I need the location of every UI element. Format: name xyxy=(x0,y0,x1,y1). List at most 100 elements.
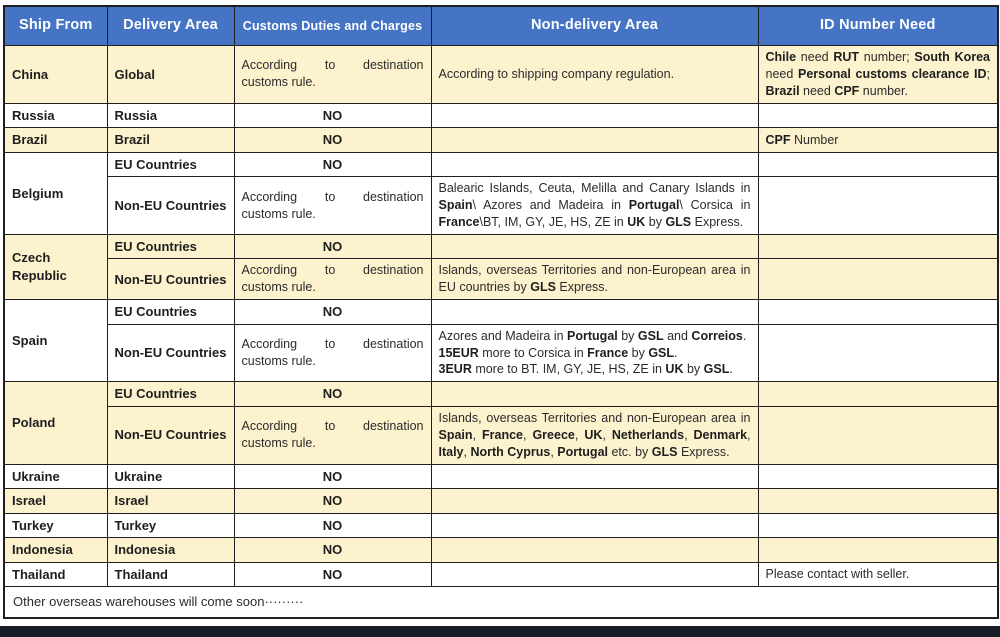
cell-ship-from: Russia xyxy=(3,102,108,129)
shipping-info-table: Ship From Delivery Area Customs Duties and… xyxy=(3,5,999,619)
table-row: Poland EU Countries NO xyxy=(3,381,999,465)
cell-delivery-area: Brazil xyxy=(106,127,235,153)
table-row: Belgium EU Countries NO xyxy=(3,151,999,235)
header-row: Ship From Delivery Area Customs Duties and… xyxy=(3,5,999,46)
cell-id-number-need xyxy=(757,102,999,129)
cell-non-delivery-area: Islands, overseas Territories and non-Eu… xyxy=(430,258,759,301)
cell-id-number-need xyxy=(757,233,999,260)
cell-non-delivery-area xyxy=(430,127,759,153)
table-row: Non-EU Countries According to destination… xyxy=(4,176,999,235)
cell-customs-duties: NO xyxy=(233,151,432,178)
header-cell-non-delivery-area: Non-delivery Area xyxy=(430,5,759,46)
cell-id-number-need xyxy=(757,405,999,465)
cell-id-number-need xyxy=(757,512,999,539)
cell-ship-from: Turkey xyxy=(3,512,108,539)
cell-non-delivery-area xyxy=(430,381,759,407)
table-row: Non-EU Countries According to destination… xyxy=(4,405,999,465)
cell-delivery-area: Non-EU Countries xyxy=(106,405,235,465)
cell-non-delivery-area xyxy=(430,561,759,588)
cell-non-delivery-area: Balearic Islands, Ceuta, Melilla and Can… xyxy=(430,176,759,235)
cell-non-delivery-area xyxy=(430,463,759,490)
cell-non-delivery-area: Islands, overseas Territories and non-Eu… xyxy=(430,405,759,465)
table-row: Non-EU Countries According to destination… xyxy=(4,323,999,383)
table-row: Thailand Thailand NO Please contact with se… xyxy=(3,561,999,588)
cell-ship-from: Belgium xyxy=(3,151,108,235)
cell-customs-duties: NO xyxy=(233,488,432,514)
cell-customs-duties: NO xyxy=(233,233,432,260)
table-row: China Global According to destination cust… xyxy=(3,45,999,104)
cell-delivery-area: Non-EU Countries xyxy=(106,323,235,383)
shipping-table-wrap: Ship From Delivery Area Customs Duties and… xyxy=(3,5,999,619)
cell-customs-duties: According to destination customs rule. xyxy=(233,323,432,383)
cell-id-number-need xyxy=(757,299,999,325)
cell-customs-duties: NO xyxy=(233,127,432,153)
cell-delivery-area: Ukraine xyxy=(106,463,235,490)
cell-id-number-need xyxy=(757,258,999,301)
cell-ship-from: China xyxy=(3,45,108,104)
cell-id-number-need xyxy=(757,323,999,383)
cell-delivery-area: Non-EU Countries xyxy=(106,258,235,301)
table-row: Turkey Turkey NO xyxy=(3,512,999,539)
table-row: Russia Russia NO xyxy=(3,102,999,129)
cell-ship-from: Brazil xyxy=(3,127,108,153)
cell-delivery-area: Global xyxy=(106,45,235,104)
cell-delivery-area: Thailand xyxy=(106,561,235,588)
bottom-bar xyxy=(0,626,1000,637)
cell-delivery-area: EU Countries xyxy=(106,299,235,325)
cell-footer: Other overseas warehouses will come soon… xyxy=(3,586,999,619)
header-cell-id-number-need: ID Number Need xyxy=(757,5,999,46)
cell-non-delivery-area xyxy=(430,512,759,539)
cell-customs-duties: NO xyxy=(233,102,432,129)
cell-id-number-need xyxy=(757,381,999,407)
header-cell-customs-duties: Customs Duties and Charges xyxy=(233,5,432,46)
cell-customs-duties: According to destination customs rule. xyxy=(233,258,432,301)
cell-delivery-area: EU Countries xyxy=(106,233,235,260)
table-row: Czech Republic EU Countries NO xyxy=(3,233,999,301)
cell-id-number-need: Chile need RUT number; South Korea need … xyxy=(757,45,999,104)
cell-non-delivery-area xyxy=(430,151,759,178)
cell-non-delivery-area xyxy=(430,233,759,260)
table-row: Israel Israel NO xyxy=(3,488,999,514)
cell-customs-duties: NO xyxy=(233,537,432,563)
cell-delivery-area: EU Countries xyxy=(106,381,235,407)
cell-customs-duties: According to destination customs rule. xyxy=(233,45,432,104)
cell-non-delivery-area xyxy=(430,537,759,563)
table-header: Ship From Delivery Area Customs Duties and… xyxy=(3,5,999,46)
cell-ship-from: Israel xyxy=(3,488,108,514)
cell-ship-from: Ukraine xyxy=(3,463,108,490)
cell-customs-duties: NO xyxy=(233,381,432,407)
cell-ship-from: Czech Republic xyxy=(3,233,108,301)
cell-delivery-area: Russia xyxy=(106,102,235,129)
table-row: Ukraine Ukraine NO xyxy=(3,463,999,490)
cell-non-delivery-area xyxy=(430,102,759,129)
cell-customs-duties: According to destination customs rule. xyxy=(233,176,432,235)
cell-id-number-need xyxy=(757,537,999,563)
cell-id-number-need xyxy=(757,463,999,490)
cell-non-delivery-area: According to shipping company regulation… xyxy=(430,45,759,104)
header-cell-ship-from: Ship From xyxy=(3,5,108,46)
table-row: Spain EU Countries NO xyxy=(3,299,999,383)
table-row: Indonesia Indonesia NO xyxy=(3,537,999,563)
cell-ship-from: Spain xyxy=(3,299,108,383)
cell-delivery-area: Israel xyxy=(106,488,235,514)
cell-customs-duties: NO xyxy=(233,299,432,325)
cell-ship-from: Thailand xyxy=(3,561,108,588)
cell-customs-duties: NO xyxy=(233,463,432,490)
cell-id-number-need xyxy=(757,151,999,178)
cell-customs-duties: NO xyxy=(233,561,432,588)
table-row: Other overseas warehouses will come soon… xyxy=(3,586,999,619)
cell-ship-from: Indonesia xyxy=(3,537,108,563)
cell-non-delivery-area xyxy=(430,488,759,514)
table-row: Non-EU Countries According to destination… xyxy=(4,258,999,301)
cell-id-number-need: CPF Number xyxy=(757,127,999,153)
table-body: China Global According to destination cust… xyxy=(3,45,999,619)
cell-id-number-need xyxy=(757,488,999,514)
cell-customs-duties: According to destination customs rule. xyxy=(233,405,432,465)
cell-id-number-need: Please contact with seller. xyxy=(757,561,999,588)
cell-delivery-area: EU Countries xyxy=(106,151,235,178)
cell-customs-duties: NO xyxy=(233,512,432,539)
cell-id-number-need xyxy=(757,176,999,235)
cell-non-delivery-area: Azores and Madeira in Portugal by GSL an… xyxy=(430,323,759,383)
table-row: Brazil Brazil NO CPF Number xyxy=(3,127,999,153)
cell-delivery-area: Non-EU Countries xyxy=(106,176,235,235)
